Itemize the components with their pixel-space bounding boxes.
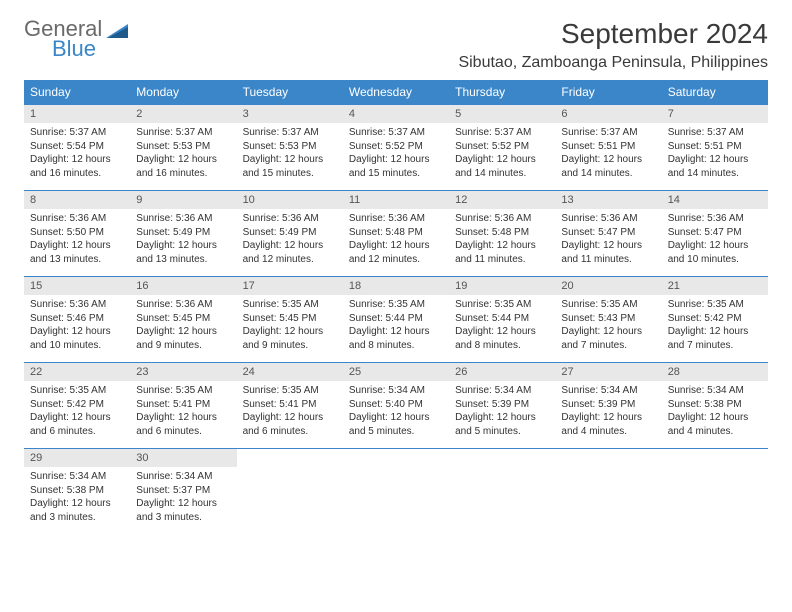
detail-cell: Sunrise: 5:34 AMSunset: 5:39 PMDaylight:… [555,381,661,449]
date-cell: 2 [130,105,236,124]
detail-cell: Sunrise: 5:36 AMSunset: 5:49 PMDaylight:… [237,209,343,277]
title-block: September 2024 Sibutao, Zamboanga Penins… [458,18,768,72]
detail-row: Sunrise: 5:36 AMSunset: 5:46 PMDaylight:… [24,295,768,363]
day-header-cell: Tuesday [237,80,343,105]
date-cell: 23 [130,363,236,382]
detail-cell: Sunrise: 5:36 AMSunset: 5:47 PMDaylight:… [555,209,661,277]
detail-cell: Sunrise: 5:35 AMSunset: 5:44 PMDaylight:… [449,295,555,363]
month-title: September 2024 [458,18,768,50]
date-cell: 29 [24,449,130,468]
date-cell: 21 [662,277,768,296]
day-header-cell: Saturday [662,80,768,105]
date-cell: 3 [237,105,343,124]
detail-cell: Sunrise: 5:34 AMSunset: 5:38 PMDaylight:… [24,467,130,534]
detail-cell: Sunrise: 5:35 AMSunset: 5:45 PMDaylight:… [237,295,343,363]
detail-cell: Sunrise: 5:37 AMSunset: 5:52 PMDaylight:… [343,123,449,191]
logo-triangle-icon [106,24,132,40]
detail-cell: Sunrise: 5:36 AMSunset: 5:50 PMDaylight:… [24,209,130,277]
date-cell: 17 [237,277,343,296]
detail-cell: Sunrise: 5:34 AMSunset: 5:38 PMDaylight:… [662,381,768,449]
detail-cell: Sunrise: 5:37 AMSunset: 5:54 PMDaylight:… [24,123,130,191]
detail-cell [343,467,449,534]
date-cell: 22 [24,363,130,382]
date-cell: 13 [555,191,661,210]
detail-cell: Sunrise: 5:36 AMSunset: 5:49 PMDaylight:… [130,209,236,277]
detail-cell [449,467,555,534]
date-cell: 10 [237,191,343,210]
date-cell: 26 [449,363,555,382]
detail-cell: Sunrise: 5:35 AMSunset: 5:42 PMDaylight:… [662,295,768,363]
logo: General Blue [24,18,132,60]
logo-text: General Blue [24,18,132,60]
detail-row: Sunrise: 5:37 AMSunset: 5:54 PMDaylight:… [24,123,768,191]
detail-cell: Sunrise: 5:35 AMSunset: 5:41 PMDaylight:… [237,381,343,449]
location: Sibutao, Zamboanga Peninsula, Philippine… [458,54,768,72]
day-header-row: SundayMondayTuesdayWednesdayThursdayFrid… [24,80,768,105]
detail-cell: Sunrise: 5:37 AMSunset: 5:51 PMDaylight:… [555,123,661,191]
detail-cell: Sunrise: 5:34 AMSunset: 5:40 PMDaylight:… [343,381,449,449]
detail-cell: Sunrise: 5:34 AMSunset: 5:39 PMDaylight:… [449,381,555,449]
date-cell: 28 [662,363,768,382]
day-header-cell: Monday [130,80,236,105]
day-header-cell: Thursday [449,80,555,105]
detail-cell: Sunrise: 5:36 AMSunset: 5:47 PMDaylight:… [662,209,768,277]
detail-cell: Sunrise: 5:37 AMSunset: 5:53 PMDaylight:… [237,123,343,191]
day-header-cell: Sunday [24,80,130,105]
date-cell: 18 [343,277,449,296]
date-cell: 4 [343,105,449,124]
date-cell: 27 [555,363,661,382]
date-row: 1234567 [24,105,768,124]
detail-cell: Sunrise: 5:35 AMSunset: 5:44 PMDaylight:… [343,295,449,363]
date-cell: 12 [449,191,555,210]
detail-cell: Sunrise: 5:37 AMSunset: 5:51 PMDaylight:… [662,123,768,191]
date-cell: 20 [555,277,661,296]
date-cell [449,449,555,468]
day-header-cell: Friday [555,80,661,105]
date-cell: 14 [662,191,768,210]
date-cell [237,449,343,468]
detail-row: Sunrise: 5:34 AMSunset: 5:38 PMDaylight:… [24,467,768,534]
date-cell: 1 [24,105,130,124]
date-cell: 5 [449,105,555,124]
date-cell [555,449,661,468]
detail-cell: Sunrise: 5:36 AMSunset: 5:46 PMDaylight:… [24,295,130,363]
calendar-table: SundayMondayTuesdayWednesdayThursdayFrid… [24,80,768,534]
detail-cell [237,467,343,534]
date-cell: 30 [130,449,236,468]
date-cell: 24 [237,363,343,382]
header: General Blue September 2024 Sibutao, Zam… [24,18,768,72]
date-cell: 11 [343,191,449,210]
detail-cell: Sunrise: 5:35 AMSunset: 5:43 PMDaylight:… [555,295,661,363]
detail-cell [662,467,768,534]
date-cell: 25 [343,363,449,382]
detail-cell [555,467,661,534]
detail-cell: Sunrise: 5:36 AMSunset: 5:48 PMDaylight:… [449,209,555,277]
detail-cell: Sunrise: 5:34 AMSunset: 5:37 PMDaylight:… [130,467,236,534]
logo-blue: Blue [52,38,132,60]
date-cell: 15 [24,277,130,296]
detail-cell: Sunrise: 5:37 AMSunset: 5:53 PMDaylight:… [130,123,236,191]
detail-cell: Sunrise: 5:35 AMSunset: 5:41 PMDaylight:… [130,381,236,449]
date-cell [662,449,768,468]
date-cell: 6 [555,105,661,124]
date-cell [343,449,449,468]
date-cell: 8 [24,191,130,210]
day-header-cell: Wednesday [343,80,449,105]
date-row: 15161718192021 [24,277,768,296]
detail-cell: Sunrise: 5:37 AMSunset: 5:52 PMDaylight:… [449,123,555,191]
detail-cell: Sunrise: 5:36 AMSunset: 5:48 PMDaylight:… [343,209,449,277]
detail-row: Sunrise: 5:36 AMSunset: 5:50 PMDaylight:… [24,209,768,277]
date-row: 2930 [24,449,768,468]
date-cell: 19 [449,277,555,296]
date-row: 22232425262728 [24,363,768,382]
date-cell: 9 [130,191,236,210]
date-cell: 7 [662,105,768,124]
date-cell: 16 [130,277,236,296]
date-row: 891011121314 [24,191,768,210]
detail-row: Sunrise: 5:35 AMSunset: 5:42 PMDaylight:… [24,381,768,449]
detail-cell: Sunrise: 5:36 AMSunset: 5:45 PMDaylight:… [130,295,236,363]
detail-cell: Sunrise: 5:35 AMSunset: 5:42 PMDaylight:… [24,381,130,449]
